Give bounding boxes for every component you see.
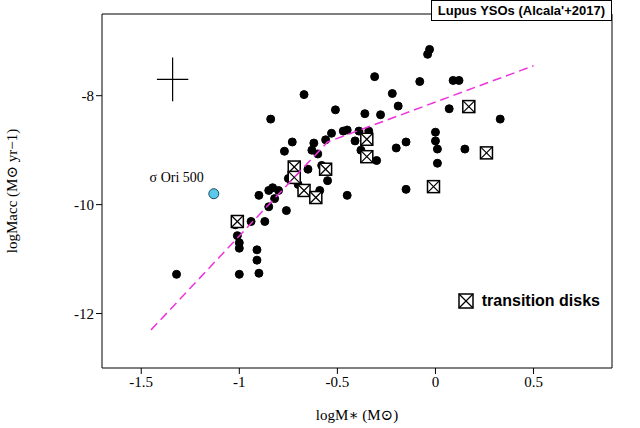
svg-text:-1.5: -1.5 [129, 374, 153, 390]
svg-text:-1: -1 [233, 374, 246, 390]
svg-text:-8: -8 [82, 88, 95, 104]
svg-text:logMacc (M⊙ yr−1): logMacc (M⊙ yr−1) [4, 129, 21, 253]
svg-text:logM∗ (M⊙): logM∗ (M⊙) [316, 407, 398, 424]
html-text:Lupus YSOs (Alcala'+2017): Lupus YSOs (Alcala'+2017) [437, 3, 605, 18]
svg-text:σ Ori 500: σ Ori 500 [150, 170, 204, 185]
svg-text:-10: -10 [74, 197, 94, 213]
svg-text:0: 0 [432, 374, 440, 390]
svg-text:-0.5: -0.5 [326, 374, 350, 390]
html-text:transition disks: transition disks [481, 292, 600, 309]
svg-text:0.5: 0.5 [524, 374, 543, 390]
svg-text:-12: -12 [74, 306, 94, 322]
